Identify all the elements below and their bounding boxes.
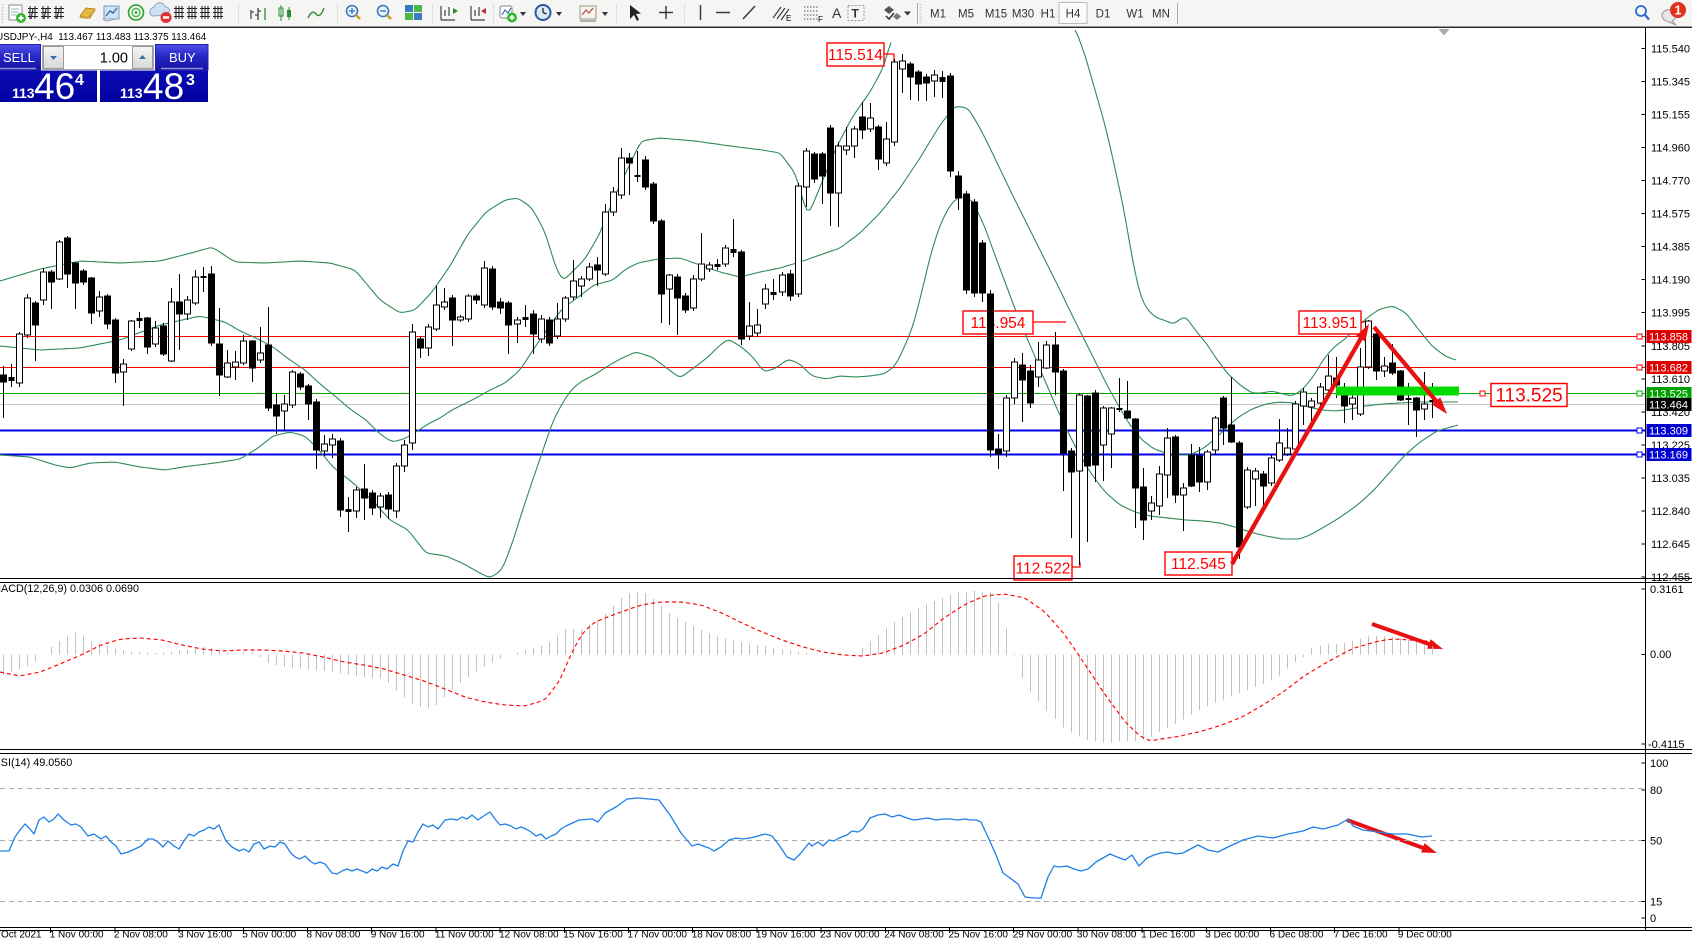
svg-text:115.540: 115.540 bbox=[1651, 43, 1690, 55]
svg-text:6 Dec 08:00: 6 Dec 08:00 bbox=[1270, 930, 1324, 939]
svg-text:7 Dec 16:00: 7 Dec 16:00 bbox=[1334, 930, 1388, 939]
svg-text:100: 100 bbox=[1650, 758, 1668, 770]
svg-text:W1: W1 bbox=[1126, 9, 1143, 21]
svg-text:112.455: 112.455 bbox=[1651, 572, 1690, 584]
svg-text:50: 50 bbox=[1650, 836, 1662, 848]
svg-text:113: 113 bbox=[12, 85, 35, 101]
svg-text:M30: M30 bbox=[1012, 9, 1034, 21]
svg-text:17 Nov 00:00: 17 Nov 00:00 bbox=[628, 930, 688, 939]
svg-text:5 Nov 00:00: 5 Nov 00:00 bbox=[242, 930, 296, 939]
svg-text:0.00: 0.00 bbox=[1650, 649, 1671, 661]
svg-text:29 Nov 00:00: 29 Nov 00:00 bbox=[1013, 930, 1073, 939]
svg-text:112.522: 112.522 bbox=[1016, 561, 1071, 578]
svg-text:0.3161: 0.3161 bbox=[1650, 584, 1684, 596]
svg-text:113.858: 113.858 bbox=[1649, 332, 1688, 344]
svg-text:114.770: 114.770 bbox=[1651, 176, 1690, 188]
svg-text:1: 1 bbox=[1675, 4, 1682, 18]
svg-text:113.995: 113.995 bbox=[1651, 308, 1690, 320]
svg-text:MN: MN bbox=[1152, 9, 1170, 21]
svg-text:4: 4 bbox=[75, 72, 84, 89]
svg-text:48: 48 bbox=[143, 66, 184, 107]
svg-text:114.960: 114.960 bbox=[1651, 142, 1690, 154]
svg-text:12 Nov 08:00: 12 Nov 08:00 bbox=[499, 930, 559, 939]
svg-text:113.525: 113.525 bbox=[1649, 389, 1688, 401]
svg-text:8 Nov 08:00: 8 Nov 08:00 bbox=[307, 930, 361, 939]
svg-text:0: 0 bbox=[1650, 913, 1656, 925]
svg-text:Oct 2021: Oct 2021 bbox=[1, 930, 42, 939]
svg-text:M15: M15 bbox=[985, 9, 1007, 21]
svg-text:113.951: 113.951 bbox=[1303, 315, 1358, 332]
svg-text:1 Dec 16:00: 1 Dec 16:00 bbox=[1141, 930, 1195, 939]
svg-text:15 Nov 16:00: 15 Nov 16:00 bbox=[563, 930, 623, 939]
svg-text:113: 113 bbox=[120, 85, 143, 101]
svg-text:3: 3 bbox=[186, 72, 195, 89]
svg-text:113.169: 113.169 bbox=[1649, 450, 1688, 462]
svg-text:113.682: 113.682 bbox=[1649, 363, 1688, 375]
svg-text:H1: H1 bbox=[1041, 9, 1056, 21]
svg-text:F: F bbox=[818, 15, 823, 24]
svg-text:114.190: 114.190 bbox=[1651, 275, 1690, 287]
svg-text:113.954: 113.954 bbox=[971, 315, 1026, 332]
svg-text:E: E bbox=[786, 14, 791, 23]
svg-text:3 Dec 00:00: 3 Dec 00:00 bbox=[1205, 930, 1259, 939]
svg-text:2 Nov 08:00: 2 Nov 08:00 bbox=[114, 930, 168, 939]
svg-text:113.805: 113.805 bbox=[1651, 341, 1690, 353]
svg-text:24 Nov 08:00: 24 Nov 08:00 bbox=[884, 930, 944, 939]
svg-text:115.345: 115.345 bbox=[1651, 76, 1690, 88]
svg-text:112.545: 112.545 bbox=[1171, 556, 1226, 573]
svg-text:113.464: 113.464 bbox=[1649, 400, 1688, 412]
svg-text:SELL: SELL bbox=[3, 50, 35, 65]
svg-text:112.645: 112.645 bbox=[1651, 539, 1690, 551]
svg-text:113.309: 113.309 bbox=[1649, 426, 1688, 438]
svg-text:1.00: 1.00 bbox=[100, 51, 128, 67]
svg-text:A: A bbox=[832, 5, 842, 21]
svg-text:11 Nov 00:00: 11 Nov 00:00 bbox=[435, 930, 494, 939]
svg-text:H4: H4 bbox=[1066, 9, 1081, 21]
svg-text:RSI(14) 49.0560: RSI(14) 49.0560 bbox=[0, 757, 72, 769]
svg-text:23 Nov 00:00: 23 Nov 00:00 bbox=[820, 930, 880, 939]
svg-text:80: 80 bbox=[1650, 785, 1662, 797]
svg-text:M5: M5 bbox=[958, 9, 974, 21]
svg-text:T: T bbox=[852, 7, 860, 21]
svg-text:114.575: 114.575 bbox=[1651, 209, 1690, 221]
svg-text:115.514: 115.514 bbox=[828, 47, 883, 64]
svg-text:-0.4115: -0.4115 bbox=[1648, 739, 1685, 751]
svg-text:113.610: 113.610 bbox=[1651, 374, 1690, 386]
svg-text:BUY: BUY bbox=[169, 50, 196, 65]
svg-text:113.525: 113.525 bbox=[1495, 386, 1562, 407]
svg-text:113.035: 113.035 bbox=[1651, 473, 1690, 485]
svg-text:19 Nov 16:00: 19 Nov 16:00 bbox=[756, 930, 816, 939]
svg-text:15: 15 bbox=[1650, 897, 1662, 909]
svg-text:30 Nov 08:00: 30 Nov 08:00 bbox=[1077, 930, 1137, 939]
svg-text:9 Dec 00:00: 9 Dec 00:00 bbox=[1398, 930, 1452, 939]
svg-text:MACD(12,26,9) 0.0306 0.0690: MACD(12,26,9) 0.0306 0.0690 bbox=[0, 583, 139, 595]
svg-text:25 Nov 16:00: 25 Nov 16:00 bbox=[949, 930, 1009, 939]
svg-text:46: 46 bbox=[34, 66, 75, 107]
svg-text:D1: D1 bbox=[1096, 9, 1111, 21]
svg-text:18 Nov 08:00: 18 Nov 08:00 bbox=[692, 930, 752, 939]
svg-text:1 Nov 00:00: 1 Nov 00:00 bbox=[50, 930, 104, 939]
svg-text:114.385: 114.385 bbox=[1651, 242, 1690, 254]
svg-text:M1: M1 bbox=[930, 9, 946, 21]
svg-text:3 Nov 16:00: 3 Nov 16:00 bbox=[178, 930, 232, 939]
svg-text:9 Nov 16:00: 9 Nov 16:00 bbox=[371, 930, 425, 939]
svg-text:115.155: 115.155 bbox=[1651, 109, 1690, 121]
svg-text:USDJPY-,H4 113.467 113.483 11: USDJPY-,H4 113.467 113.483 113.375 113.4… bbox=[0, 32, 207, 43]
svg-text:112.840: 112.840 bbox=[1651, 506, 1690, 518]
